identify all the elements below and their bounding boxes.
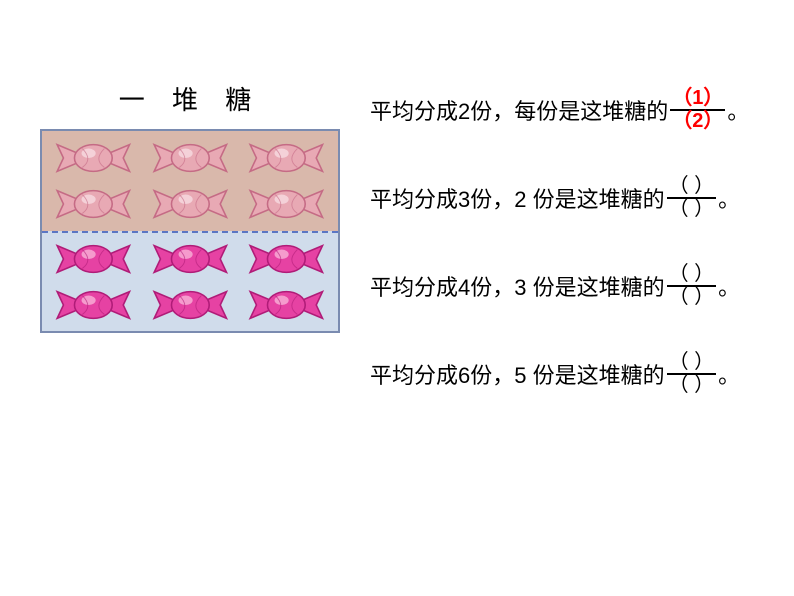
fraction: （ ）（ ） — [667, 176, 717, 220]
box-title: 一 堆 糖 — [40, 80, 340, 117]
problem-text: 平均分成2份，每份是这堆糖的 — [370, 94, 668, 126]
candy-icon — [151, 240, 230, 278]
fraction-numerator: （ ） — [667, 352, 717, 373]
fraction: （1）（2） — [670, 88, 725, 132]
fraction-numerator: （ ） — [667, 176, 717, 197]
candy-icon — [54, 286, 133, 324]
problem-line: 平均分成4份，3 份是这堆糖的（ ）（ ）。 — [370, 264, 774, 308]
candy-box-bottom-half — [42, 231, 338, 331]
fraction-numerator: （1） — [670, 88, 725, 109]
problem-line: 平均分成2份，每份是这堆糖的（1）（2）。 — [370, 88, 774, 132]
candy-icon — [247, 185, 326, 223]
period: 。 — [718, 358, 740, 390]
candy-icon — [54, 185, 133, 223]
candy-icon — [151, 286, 230, 324]
candy-icon — [247, 240, 326, 278]
fraction-denominator: （2） — [670, 111, 725, 132]
problem-text: 平均分成3份，2 份是这堆糖的 — [370, 182, 665, 214]
candy-box — [40, 129, 340, 333]
fraction: （ ）（ ） — [667, 352, 717, 396]
period: 。 — [727, 94, 749, 126]
problem-text: 平均分成6份，5 份是这堆糖的 — [370, 358, 665, 390]
candy-icon — [247, 139, 326, 177]
candy-row — [54, 185, 326, 223]
candy-box-area: 一 堆 糖 — [40, 80, 340, 396]
fraction: （ ）（ ） — [667, 264, 717, 308]
candy-icon — [151, 139, 230, 177]
problems-list: 平均分成2份，每份是这堆糖的（1）（2）。平均分成3份，2 份是这堆糖的（ ）（… — [340, 80, 774, 396]
problem-line: 平均分成3份，2 份是这堆糖的（ ）（ ）。 — [370, 176, 774, 220]
candy-icon — [151, 185, 230, 223]
candy-row — [54, 286, 326, 324]
fraction-denominator: （ ） — [667, 199, 717, 220]
candy-box-top-half — [42, 131, 338, 231]
problem-text: 平均分成4份，3 份是这堆糖的 — [370, 270, 665, 302]
candy-icon — [247, 286, 326, 324]
candy-icon — [54, 240, 133, 278]
candy-row — [54, 139, 326, 177]
period: 。 — [718, 182, 740, 214]
fraction-denominator: （ ） — [667, 375, 717, 396]
candy-icon — [54, 139, 133, 177]
fraction-numerator: （ ） — [667, 264, 717, 285]
period: 。 — [718, 270, 740, 302]
problem-line: 平均分成6份，5 份是这堆糖的（ ）（ ）。 — [370, 352, 774, 396]
fraction-denominator: （ ） — [667, 287, 717, 308]
candy-row — [54, 240, 326, 278]
